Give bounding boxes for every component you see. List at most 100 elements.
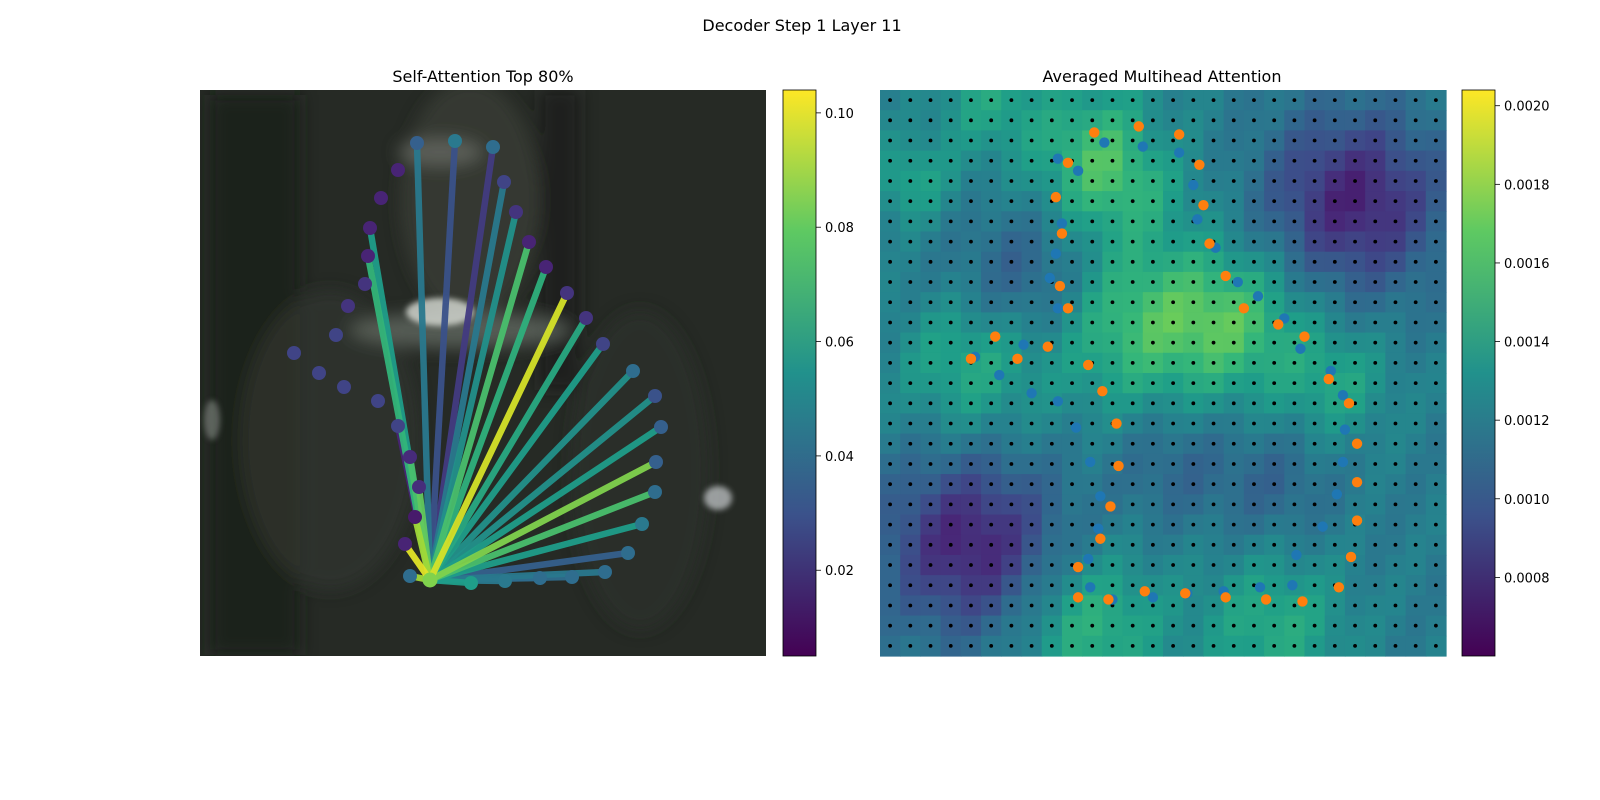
- grid-dot: [1433, 118, 1438, 123]
- grid-dot: [1070, 219, 1074, 224]
- grid-dot: [948, 199, 953, 204]
- grid-dot: [1070, 340, 1074, 345]
- grid-dot: [1433, 381, 1438, 386]
- grid-dot: [1353, 340, 1357, 345]
- grid-dot: [1373, 623, 1378, 628]
- grid-dot: [1433, 583, 1438, 588]
- grid-dot: [1090, 542, 1095, 547]
- grid-dot: [1090, 502, 1095, 507]
- attention-edge: [426, 140, 459, 581]
- grid-dot: [1373, 280, 1378, 284]
- grid-dot: [1110, 360, 1115, 365]
- grid-dot: [1393, 563, 1398, 567]
- grid-dot: [1231, 522, 1236, 527]
- keypoint: [329, 328, 343, 342]
- grid-dot: [1029, 138, 1034, 143]
- grid-dot: [1110, 118, 1115, 123]
- series-point: [1072, 592, 1084, 603]
- grid-dot: [1231, 320, 1236, 325]
- grid-dot: [1332, 542, 1337, 547]
- grid-dot: [969, 603, 973, 608]
- grid-dot: [1433, 542, 1438, 547]
- colorbar-tick-label: 0.08: [825, 221, 854, 236]
- grid-dot: [888, 300, 893, 305]
- grid-dot: [1130, 643, 1135, 648]
- grid-dot: [1150, 259, 1155, 264]
- grid-dot: [908, 199, 913, 204]
- grid-dot: [948, 239, 953, 244]
- grid-dot: [1413, 482, 1418, 487]
- grid-dot: [948, 502, 953, 507]
- grid-dot: [1171, 381, 1176, 386]
- grid-dot: [969, 219, 973, 224]
- attention-edge: [427, 393, 658, 583]
- grid-dot: [1312, 603, 1317, 608]
- grid-dot: [928, 381, 933, 386]
- grid-dot: [1150, 441, 1155, 446]
- grid-dot: [1171, 199, 1176, 204]
- grid-dot: [1252, 280, 1256, 284]
- grid-dot: [1252, 643, 1256, 648]
- grid-dot: [1353, 219, 1357, 224]
- grid-dot: [1150, 340, 1155, 345]
- series-point: [1113, 460, 1124, 472]
- grid-dot: [1211, 542, 1216, 547]
- series-point: [1062, 157, 1074, 168]
- grid-dot: [989, 239, 994, 244]
- grid-dot: [1009, 320, 1014, 325]
- keypoint: [596, 337, 610, 351]
- grid-dot: [1191, 502, 1196, 507]
- series-point: [1103, 594, 1114, 605]
- grid-dot: [1413, 340, 1418, 345]
- grid-dot: [1150, 401, 1155, 406]
- grid-dot: [908, 340, 913, 345]
- grid-dot: [1433, 462, 1438, 466]
- grid-dot: [1393, 603, 1398, 608]
- grid-dot: [1070, 179, 1074, 183]
- grid-dot: [1393, 462, 1398, 466]
- grid-dot: [1211, 563, 1216, 567]
- grid-dot: [1171, 239, 1176, 244]
- grid-dot: [969, 401, 973, 406]
- grid-dot: [1312, 300, 1317, 305]
- grid-dot: [969, 623, 973, 628]
- grid-dot: [989, 98, 994, 103]
- grid-dot: [1009, 340, 1014, 345]
- grid-dot: [1110, 179, 1115, 183]
- grid-dot: [1130, 401, 1135, 406]
- grid-dot: [1252, 441, 1256, 446]
- grid-dot: [1070, 502, 1074, 507]
- grid-dot: [948, 482, 953, 487]
- grid-dot: [1353, 502, 1357, 507]
- grid-dot: [1171, 603, 1176, 608]
- grid-dot: [1413, 381, 1418, 386]
- grid-dot: [1049, 158, 1054, 163]
- series-point: [1323, 373, 1334, 385]
- heatmap-cells: [880, 90, 1447, 657]
- grid-dot: [1433, 603, 1438, 608]
- colorbar-tick-label: 0.0014: [1504, 336, 1550, 351]
- grid-dot: [1413, 118, 1418, 123]
- grid-dot: [1373, 421, 1378, 426]
- grid-dot: [1191, 441, 1196, 446]
- series-point: [1287, 580, 1298, 591]
- grid-dot: [1171, 401, 1176, 406]
- grid-dot: [1413, 199, 1418, 204]
- keypoint: [539, 260, 553, 274]
- grid-dot: [1070, 441, 1074, 446]
- background-image: [200, 90, 766, 656]
- grid-dot: [1231, 199, 1236, 204]
- grid-dot: [1029, 219, 1034, 224]
- grid-dot: [1110, 583, 1115, 588]
- grid-dot: [1231, 462, 1236, 466]
- grid-dot: [1272, 98, 1277, 103]
- grid-dot: [1029, 259, 1034, 264]
- series-point: [1026, 388, 1037, 399]
- grid-dot: [1353, 583, 1357, 588]
- grid-dot: [1130, 462, 1135, 466]
- grid-dot: [1413, 158, 1418, 163]
- grid-dot: [928, 441, 933, 446]
- grid-dot: [989, 482, 994, 487]
- series-point: [994, 369, 1005, 381]
- grid-dot: [1211, 158, 1216, 163]
